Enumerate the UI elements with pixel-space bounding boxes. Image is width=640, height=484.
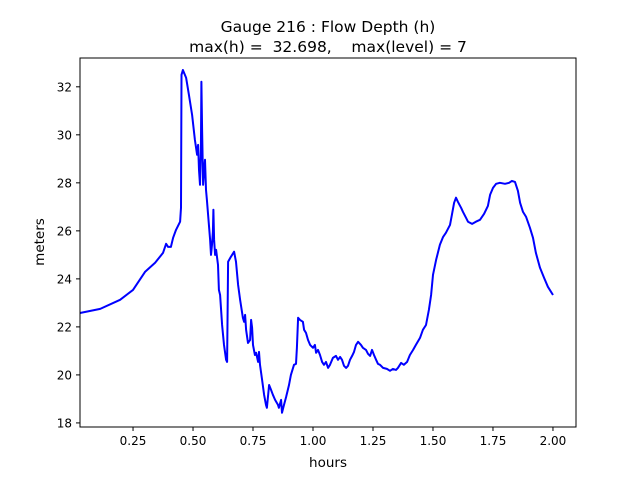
chart-title-line-2: max(h) = 32.698, max(level) = 7 [189, 38, 467, 56]
x-tick-label: 1.50 [420, 434, 447, 448]
y-tick-label: 18 [57, 416, 72, 430]
series-line [79, 69, 554, 414]
x-tick-label: 2.00 [540, 434, 567, 448]
x-tick-label: 0.50 [180, 434, 207, 448]
y-tick-label: 32 [57, 80, 72, 94]
y-tick-label: 28 [57, 176, 72, 190]
y-tick-label: 22 [57, 320, 72, 334]
x-tick-label: 1.25 [360, 434, 387, 448]
x-tick-label: 0.25 [120, 434, 147, 448]
y-axis-label: meters [32, 218, 48, 266]
plot-frame [79, 57, 577, 428]
axis-ticks: 0.25 0.50 0.75 1.00 1.25 1.50 1.75 2.00 18 20 22 24… [57, 80, 567, 448]
x-axis-label: hours [309, 455, 347, 471]
y-tick-label: 30 [57, 128, 72, 142]
y-tick-label: 26 [57, 224, 72, 238]
y-tick-label: 20 [57, 368, 72, 382]
y-tick-label: 24 [57, 272, 72, 286]
x-tick-label: 1.75 [480, 434, 507, 448]
x-tick-label: 1.00 [300, 434, 327, 448]
x-tick-label: 0.75 [240, 434, 267, 448]
chart-title-line-1: Gauge 216 : Flow Depth (h) [221, 18, 436, 36]
